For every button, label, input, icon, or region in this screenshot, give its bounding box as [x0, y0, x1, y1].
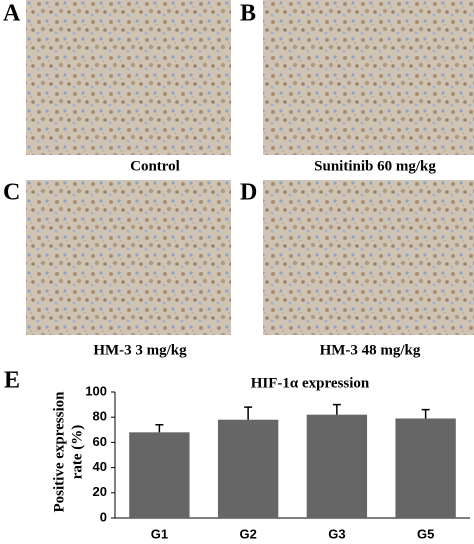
y-tick-label: 100 — [85, 383, 107, 398]
panel-letter: B — [240, 1, 256, 27]
micrograph — [263, 0, 474, 155]
x-tick-label: G3 — [328, 526, 345, 541]
panel-letter: C — [3, 180, 20, 206]
y-tick-label: 0 — [100, 509, 107, 524]
panel-letter: E — [4, 368, 20, 394]
x-tick-label: G1 — [151, 526, 168, 541]
x-tick-label: G5 — [417, 526, 434, 541]
panel-images — [26, 0, 474, 335]
micrograph — [26, 180, 231, 335]
bar — [306, 414, 368, 518]
x-tick-label: G2 — [239, 526, 256, 541]
y-tick-label: 60 — [93, 434, 107, 449]
panel-caption: Control — [130, 158, 180, 174]
panel-caption: HM-3 48 mg/kg — [320, 342, 421, 358]
micrograph — [26, 0, 231, 155]
panel-letter: D — [240, 180, 257, 206]
bar — [217, 419, 279, 518]
y-tick-label: 20 — [93, 484, 107, 499]
y-tick-label: 40 — [93, 459, 107, 474]
bar — [395, 418, 456, 518]
y-axis-label: rate (%) — [69, 425, 85, 480]
panel-caption: Sunitinib 60 mg/kg — [314, 158, 436, 174]
micrograph — [263, 180, 474, 335]
y-tick-label: 80 — [93, 409, 107, 424]
panel-letter: A — [3, 1, 21, 27]
panel-caption: HM-3 3 mg/kg — [93, 342, 187, 358]
y-axis-label: Positive expression — [51, 391, 67, 513]
chart-title: HIF-1α expression — [251, 375, 370, 391]
bar — [129, 432, 190, 518]
